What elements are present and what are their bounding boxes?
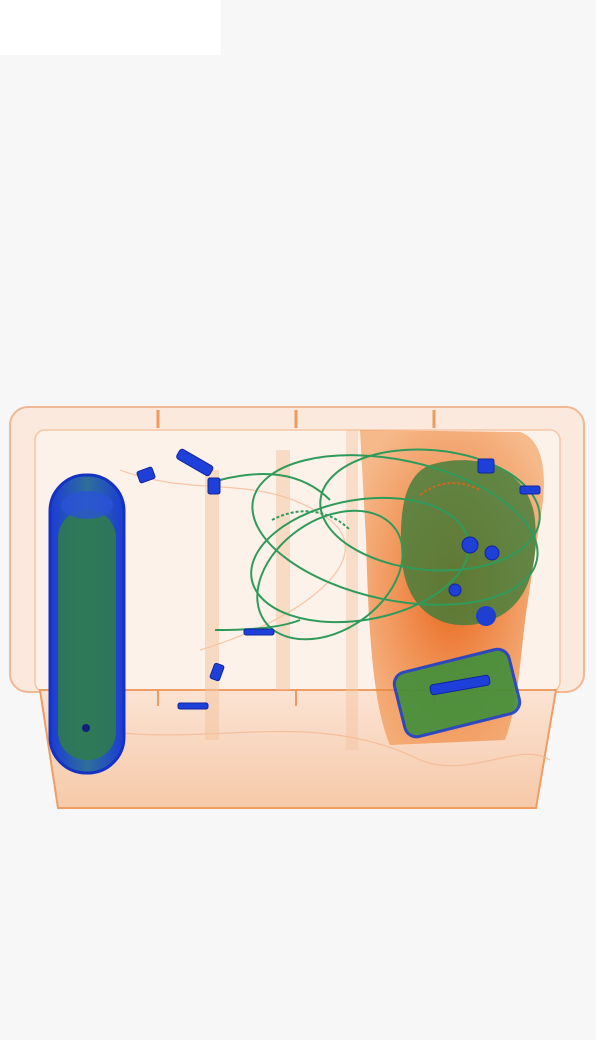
metal-parts [136, 448, 541, 710]
top-blank-bar [0, 0, 221, 55]
cables [214, 448, 541, 641]
bottle [48, 473, 126, 775]
